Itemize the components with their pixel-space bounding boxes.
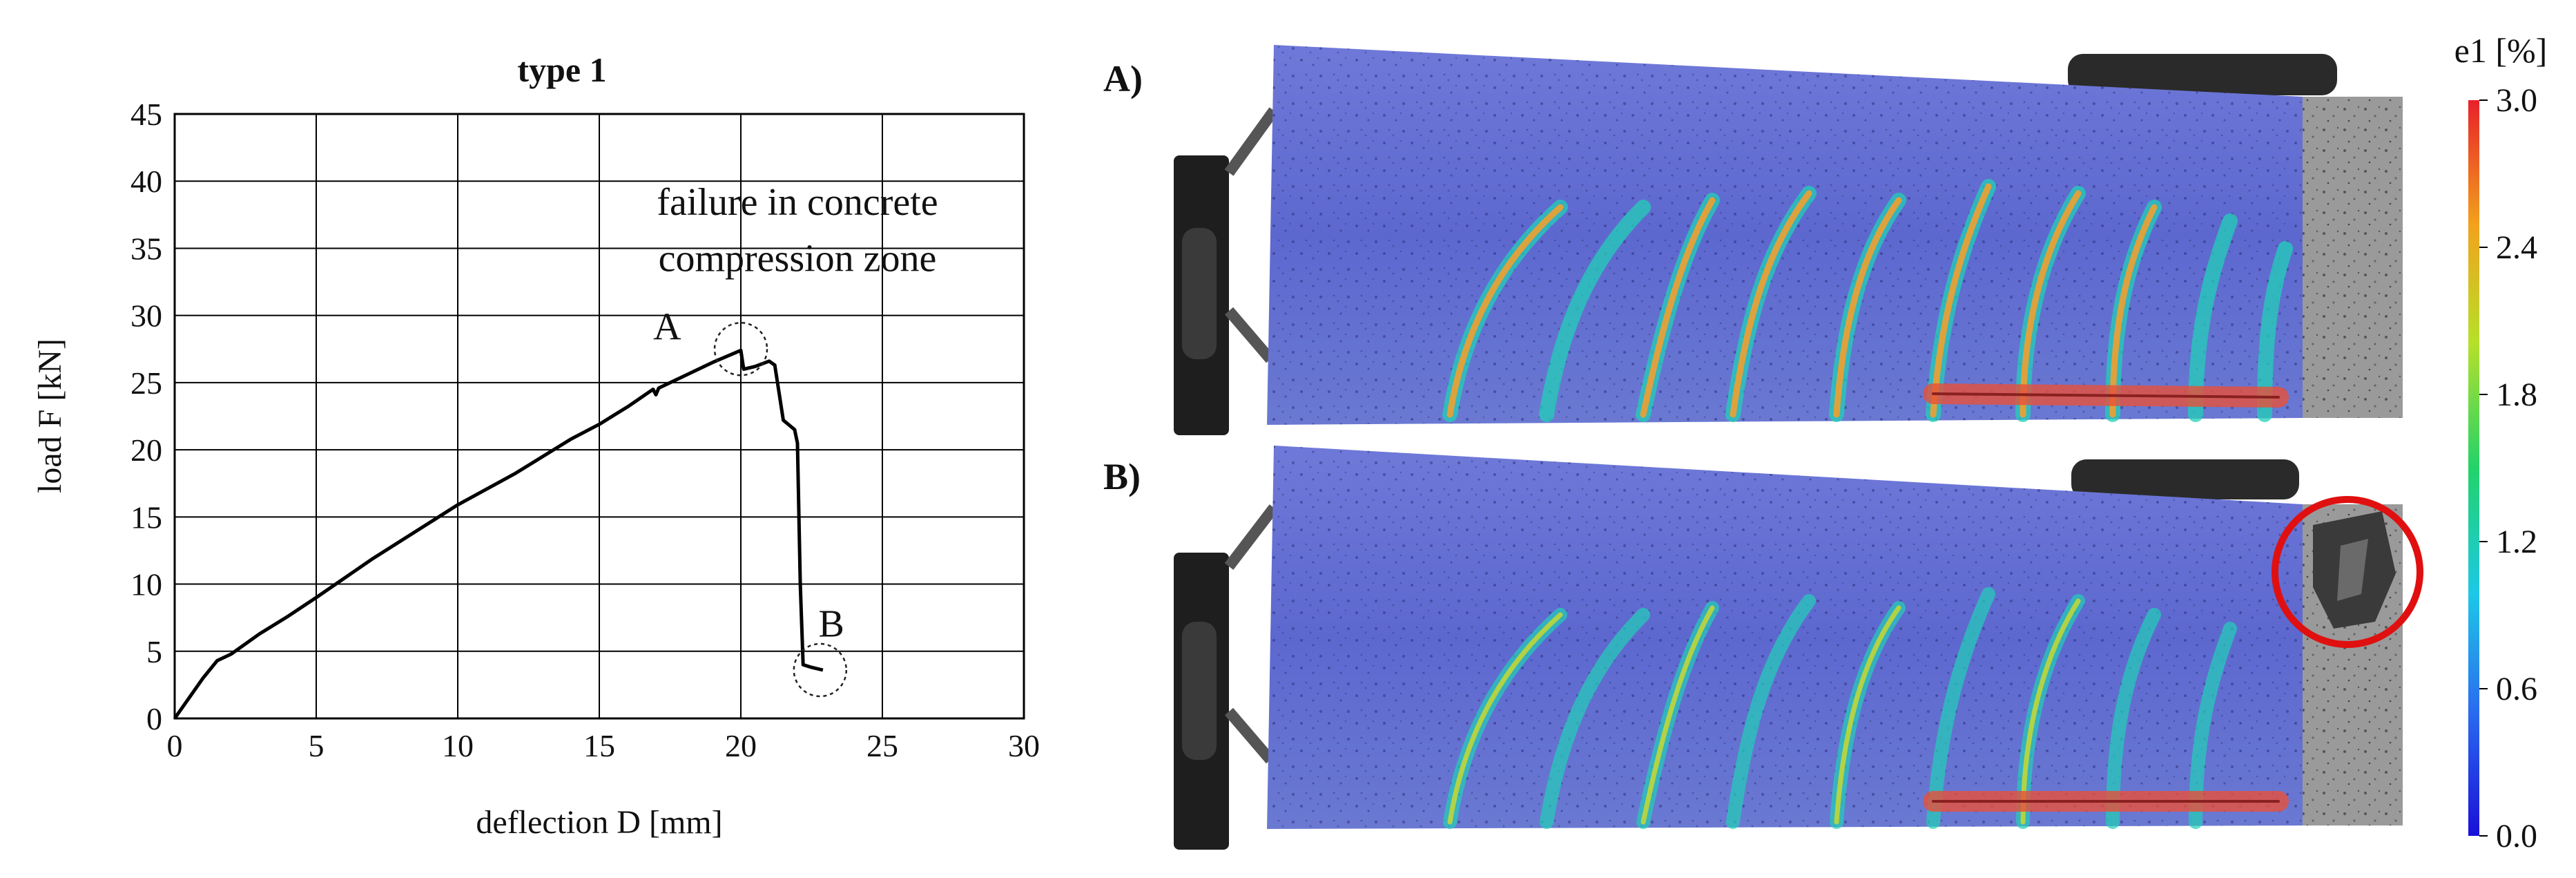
marker-circle-a bbox=[713, 322, 768, 376]
colorbar-tick-labels: 3.0 2.4 1.8 1.2 0.6 0.0 bbox=[2479, 82, 2537, 855]
panel-b-failure-circle bbox=[2272, 496, 2423, 648]
marker-circle-b bbox=[793, 642, 848, 698]
load-deflection-chart: type 1 0 5 10 15 20 25 30 0 5 10 15 20 25 30 35 40 45 d… bbox=[32, 50, 1040, 841]
marker-layer bbox=[713, 322, 848, 698]
y-tick-label: 20 bbox=[130, 432, 162, 468]
y-axis-label: load F [kN] bbox=[32, 338, 68, 493]
y-tick-label: 5 bbox=[146, 634, 162, 669]
x-tick-label: 15 bbox=[583, 728, 615, 763]
colorbar-title: e1 [%] bbox=[2454, 31, 2548, 70]
colorbar-tick-label: 3.0 bbox=[2496, 82, 2537, 119]
chart-title: type 1 bbox=[517, 50, 606, 89]
y-tick-label: 15 bbox=[130, 499, 162, 535]
panel-b-strain-image: B) bbox=[1103, 446, 2423, 850]
panel-a-cracks bbox=[1442, 179, 2293, 422]
annotation-2: A bbox=[653, 306, 681, 349]
panel-a-strain-image: A) bbox=[1103, 45, 2403, 435]
series-layer bbox=[173, 348, 824, 720]
y-tick-label: 0 bbox=[146, 701, 162, 736]
panel-a-loading-plate bbox=[2068, 54, 2337, 95]
panel-a-label: A) bbox=[1103, 58, 1143, 99]
x-tick-label: 5 bbox=[309, 728, 325, 763]
annotation-0: failure in concrete bbox=[657, 181, 938, 224]
x-tick-label: 0 bbox=[167, 728, 183, 763]
y-tick-label: 35 bbox=[130, 231, 162, 266]
y-tick-label: 45 bbox=[130, 97, 162, 132]
panel-b-label: B) bbox=[1103, 456, 1141, 497]
x-tick-label: 30 bbox=[1008, 728, 1040, 763]
colorbar-tick-label: 2.4 bbox=[2496, 229, 2537, 266]
annotation-layer: failure in concrete compression zone A B bbox=[653, 181, 938, 646]
x-tick-labels: 0 5 10 15 20 25 30 bbox=[167, 728, 1040, 763]
strain-colorbar: e1 [%] 3.0 2.4 1.8 1.2 0.6 0.0 bbox=[2454, 31, 2548, 855]
annotation-1: compression zone bbox=[659, 238, 937, 280]
y-tick-labels: 0 5 10 15 20 25 30 35 40 45 bbox=[130, 97, 162, 736]
x-axis-label: deflection D [mm] bbox=[476, 804, 722, 841]
y-tick-label: 10 bbox=[130, 567, 162, 602]
x-tick-label: 20 bbox=[725, 728, 757, 763]
colorbar-tick-label: 1.2 bbox=[2496, 524, 2537, 560]
x-tick-label: 10 bbox=[442, 728, 474, 763]
colorbar-gradient bbox=[2468, 100, 2479, 836]
panel-b-cracks bbox=[1443, 587, 2289, 829]
y-tick-label: 30 bbox=[130, 298, 162, 334]
colorbar-tick-label: 0.0 bbox=[2496, 818, 2537, 855]
annotation-3: B bbox=[819, 602, 844, 645]
y-tick-label: 40 bbox=[130, 164, 162, 199]
y-tick-label: 25 bbox=[130, 365, 162, 401]
series-line-0 bbox=[173, 348, 824, 720]
colorbar-tick-label: 1.8 bbox=[2496, 376, 2537, 413]
x-tick-label: 25 bbox=[866, 728, 898, 763]
panel-b-loading-plate bbox=[2071, 459, 2299, 499]
plot-frame bbox=[173, 113, 1025, 720]
colorbar-tick-label: 0.6 bbox=[2496, 671, 2537, 707]
chart-grid bbox=[175, 114, 1024, 718]
panel-a-concrete-end bbox=[2303, 97, 2403, 418]
